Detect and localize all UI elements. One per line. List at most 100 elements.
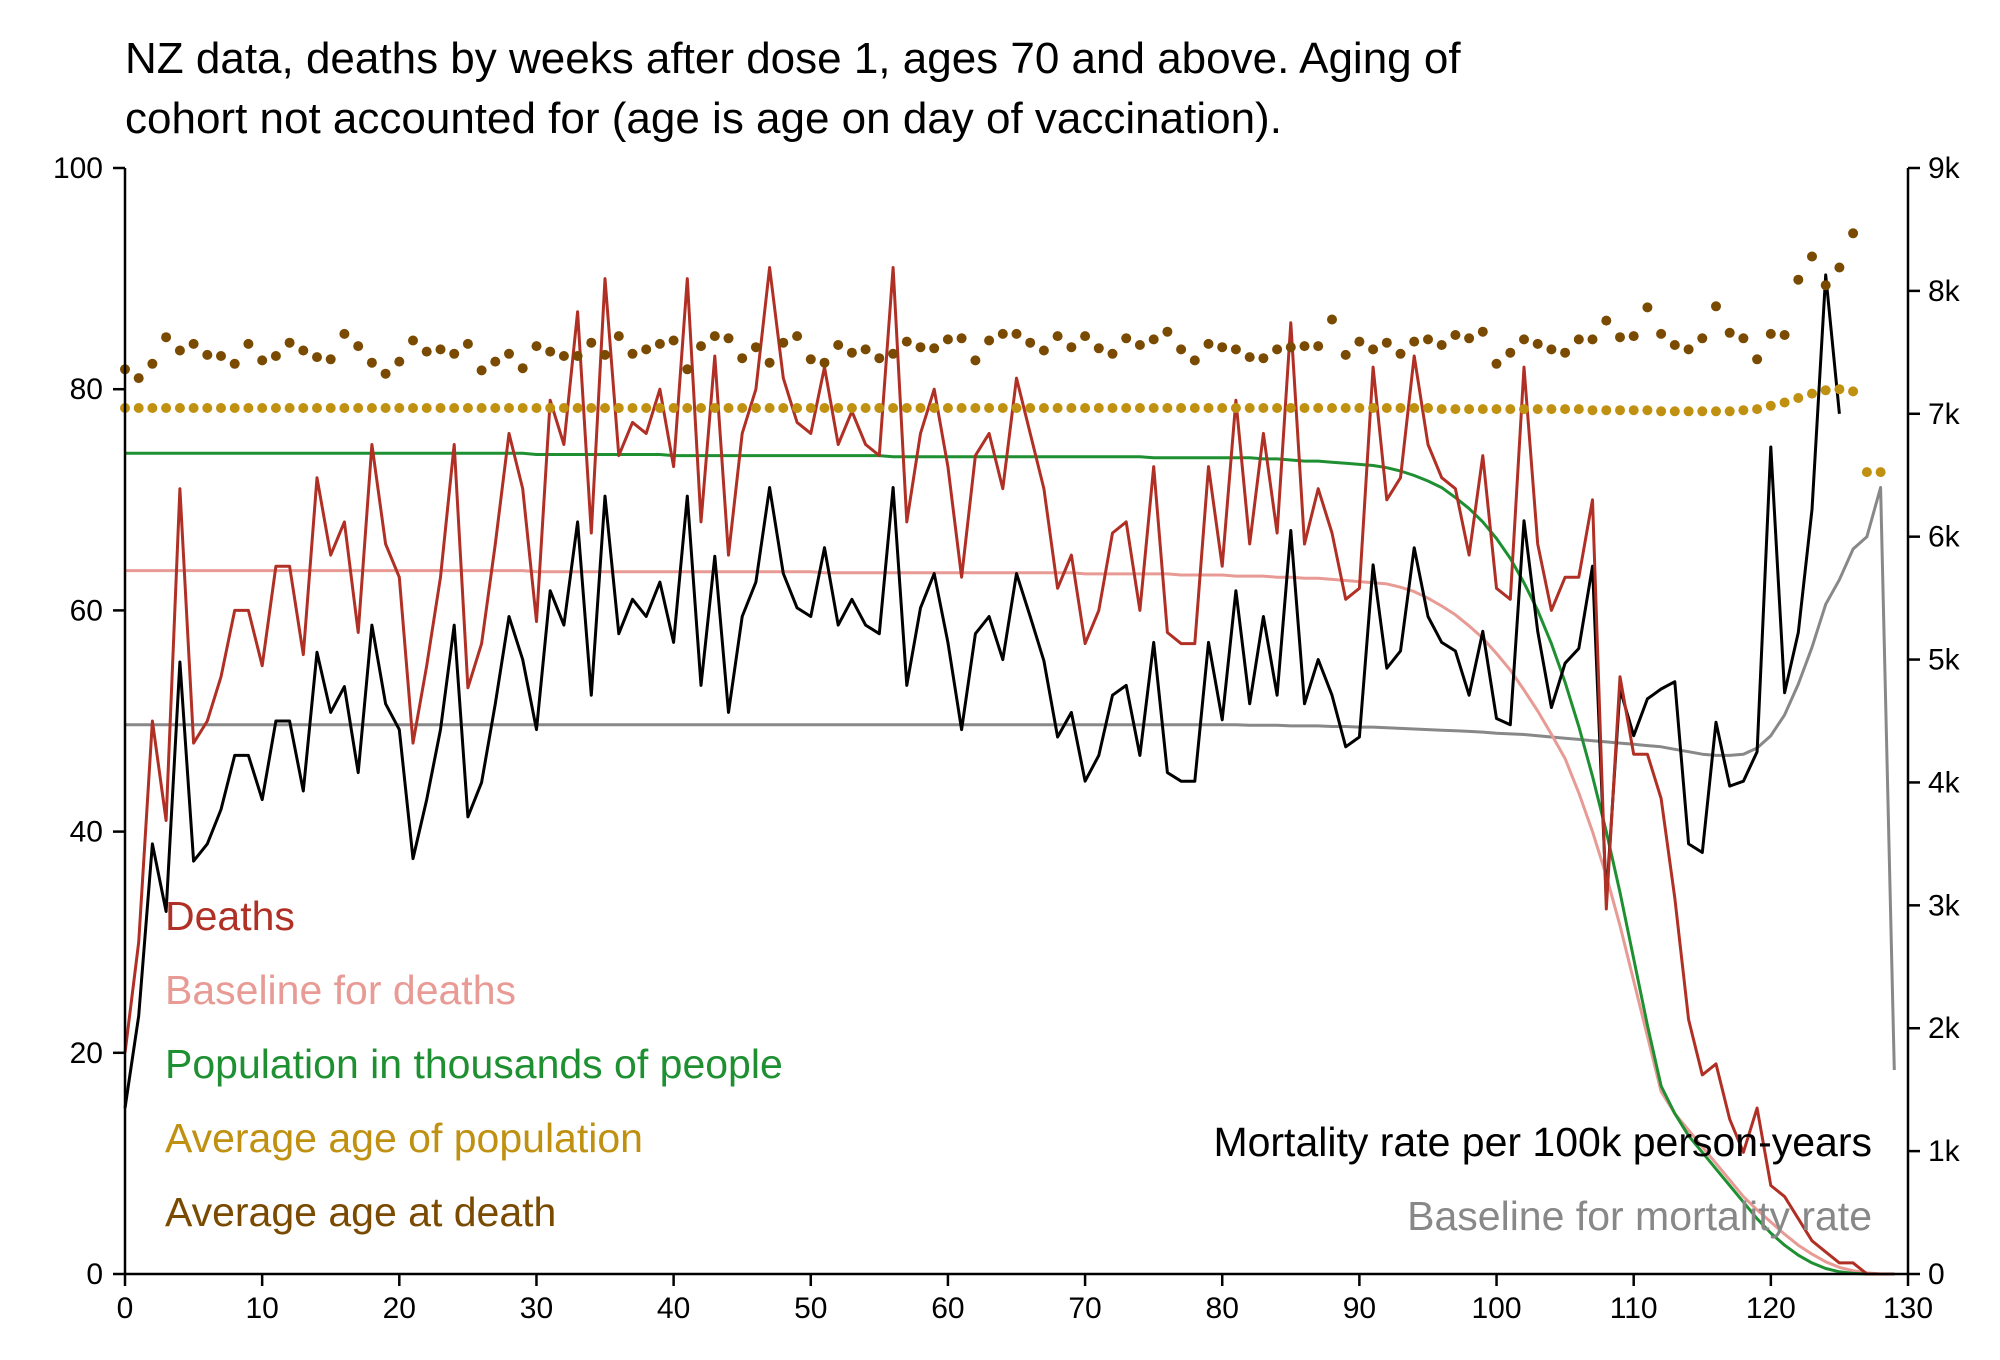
- data-point-avg-age-population: [339, 403, 350, 413]
- data-point-avg-age-population: [1628, 405, 1639, 416]
- data-point-avg-age-population: [1327, 403, 1337, 413]
- data-point-avg-age-death: [709, 331, 720, 342]
- left-y-tick-label: 60: [70, 594, 103, 627]
- data-point-avg-age-death: [641, 344, 652, 355]
- data-point-avg-age-population: [1752, 404, 1763, 415]
- data-point-avg-age-population: [1436, 404, 1447, 415]
- right-y-tick-label: 7k: [1928, 398, 1961, 431]
- data-point-avg-age-population: [1354, 403, 1365, 413]
- data-point-avg-age-death: [654, 338, 665, 349]
- chart-title-line-2: cohort not accounted for (age is age on …: [125, 94, 1282, 143]
- data-point-avg-age-death: [805, 354, 816, 365]
- data-point-avg-age-population: [394, 403, 405, 413]
- left-y-tick-label: 80: [70, 373, 103, 406]
- data-point-avg-age-population: [1148, 403, 1159, 413]
- data-point-avg-age-population: [846, 403, 857, 413]
- data-point-avg-age-death: [846, 347, 857, 358]
- data-point-avg-age-death: [1038, 345, 1049, 356]
- data-point-avg-age-population: [1313, 403, 1324, 413]
- data-point-avg-age-death: [1340, 349, 1351, 360]
- data-point-avg-age-population: [1203, 403, 1214, 413]
- data-point-avg-age-death: [1793, 274, 1804, 285]
- legend-left-entry: Population in thousands of people: [165, 1041, 783, 1087]
- legend-left-entry: Deaths: [165, 893, 295, 939]
- x-tick-label: 130: [1883, 1292, 1933, 1325]
- data-point-avg-age-population: [1793, 393, 1804, 403]
- left-y-tick-label: 20: [70, 1037, 103, 1070]
- data-point-avg-age-population: [1477, 404, 1488, 415]
- data-point-avg-age-death: [1025, 337, 1036, 348]
- data-point-avg-age-population: [1080, 403, 1091, 413]
- data-point-avg-age-population: [1464, 404, 1475, 415]
- data-point-avg-age-death: [1244, 352, 1255, 363]
- data-point-avg-age-population: [1875, 467, 1886, 478]
- data-point-avg-age-death: [1258, 353, 1269, 364]
- data-point-avg-age-population: [1244, 403, 1255, 413]
- data-point-avg-age-population: [325, 403, 336, 413]
- data-point-avg-age-death: [723, 333, 734, 344]
- data-point-avg-age-death: [504, 348, 514, 359]
- data-point-avg-age-death: [696, 341, 706, 352]
- data-point-avg-age-population: [1765, 400, 1776, 411]
- data-point-avg-age-population: [517, 403, 528, 413]
- data-point-avg-age-death: [764, 357, 775, 368]
- x-tick-label: 90: [1343, 1292, 1376, 1325]
- data-point-avg-age-death: [874, 353, 885, 364]
- legend-left-entry: Average age of population: [165, 1115, 643, 1161]
- data-point-avg-age-population: [1491, 404, 1502, 415]
- data-point-avg-age-population: [778, 403, 789, 413]
- data-point-avg-age-population: [1299, 403, 1310, 413]
- data-point-avg-age-death: [1765, 328, 1776, 339]
- data-point-avg-age-population: [1505, 404, 1516, 415]
- data-point-avg-age-population: [1340, 403, 1351, 413]
- data-point-avg-age-death: [229, 358, 240, 369]
- data-point-avg-age-death: [1834, 262, 1845, 273]
- data-point-avg-age-population: [312, 403, 322, 413]
- data-point-avg-age-population: [1820, 385, 1831, 396]
- data-point-avg-age-death: [558, 351, 569, 361]
- data-point-avg-age-death: [1272, 344, 1283, 355]
- data-point-avg-age-death: [147, 358, 158, 369]
- data-point-avg-age-population: [901, 403, 912, 413]
- data-point-avg-age-population: [1669, 406, 1680, 417]
- data-point-avg-age-population: [1779, 397, 1790, 408]
- x-tick-label: 50: [794, 1292, 827, 1325]
- data-point-avg-age-death: [298, 345, 309, 356]
- series-line-deaths: [123, 266, 1895, 1276]
- data-point-avg-age-population: [188, 403, 199, 413]
- data-point-avg-age-death: [600, 349, 610, 360]
- data-point-avg-age-death: [1779, 330, 1790, 340]
- data-point-avg-age-death: [1724, 327, 1735, 338]
- data-point-avg-age-death: [737, 353, 748, 364]
- data-point-avg-age-death: [1848, 228, 1859, 239]
- data-point-avg-age-population: [1724, 406, 1735, 417]
- data-point-avg-age-death: [270, 351, 281, 361]
- legend-right-entry: Mortality rate per 100k person-years: [1213, 1119, 1872, 1165]
- x-tick-label: 120: [1746, 1292, 1796, 1325]
- data-point-avg-age-population: [1285, 403, 1296, 413]
- data-point-avg-age-population: [1409, 403, 1420, 413]
- data-point-avg-age-death: [1327, 314, 1337, 325]
- data-point-avg-age-death: [408, 335, 418, 346]
- data-point-avg-age-death: [1313, 341, 1324, 352]
- x-tick-label: 80: [1206, 1292, 1239, 1325]
- data-point-avg-age-population: [1532, 404, 1543, 415]
- data-point-avg-age-death: [435, 344, 446, 355]
- right-y-tick-label: 1k: [1928, 1135, 1961, 1168]
- data-point-avg-age-population: [997, 403, 1008, 413]
- data-point-avg-age-population: [353, 403, 364, 413]
- data-point-avg-age-population: [1573, 404, 1584, 415]
- data-point-avg-age-population: [449, 403, 460, 413]
- legend-right-entry: Baseline for mortality rate: [1407, 1193, 1872, 1239]
- data-point-avg-age-population: [1176, 403, 1187, 413]
- data-point-avg-age-death: [792, 331, 803, 342]
- data-point-avg-age-death: [627, 348, 638, 359]
- left-y-tick-label: 100: [53, 152, 103, 185]
- data-point-avg-age-population: [1107, 403, 1118, 413]
- data-point-avg-age-death: [1203, 338, 1214, 349]
- data-point-avg-age-death: [1189, 355, 1200, 366]
- data-point-avg-age-death: [1491, 358, 1502, 369]
- data-point-avg-age-population: [1093, 403, 1104, 413]
- x-tick-label: 110: [1610, 1292, 1658, 1325]
- data-point-avg-age-population: [133, 403, 144, 413]
